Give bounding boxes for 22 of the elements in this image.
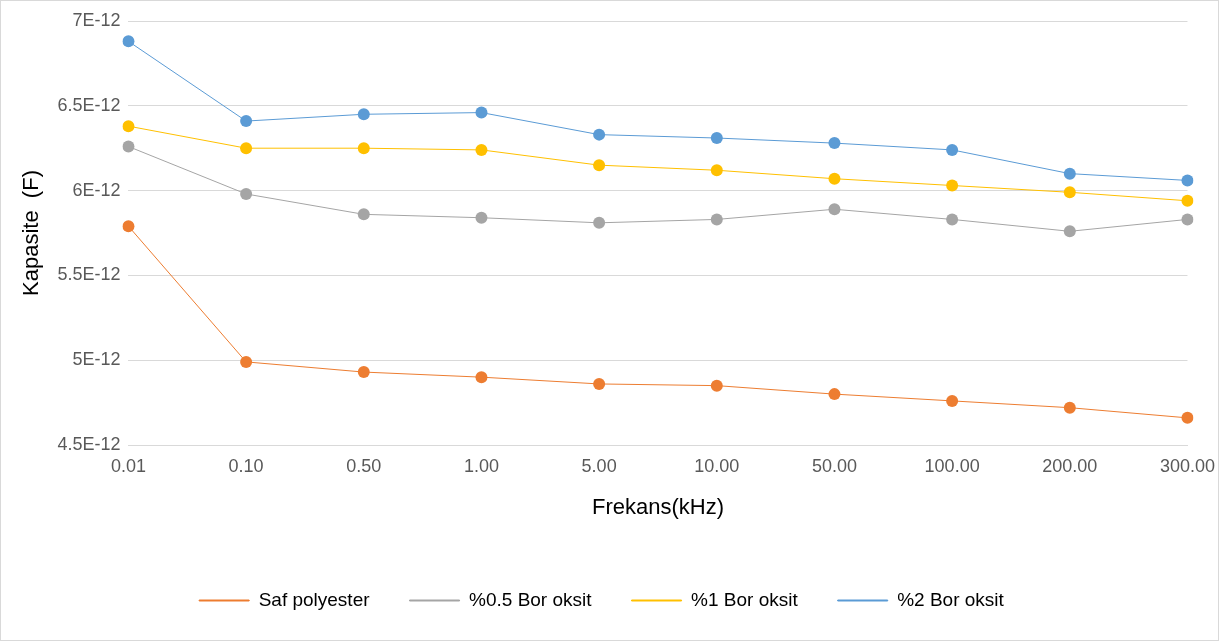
x-tick-label: 0.10 <box>228 455 264 476</box>
x-tick-label: 300.00 <box>1159 455 1215 476</box>
y-tick-label: 6.5E-12 <box>57 94 121 115</box>
y-tick-label: 7E-12 <box>72 9 121 30</box>
x-tick-label: 50.00 <box>811 455 857 476</box>
y-axis-title: Kapasite (F) <box>18 170 44 296</box>
y-tick-label: 6E-12 <box>72 179 121 200</box>
x-tick-label: 10.00 <box>694 455 740 476</box>
x-tick-label: 0.50 <box>346 455 382 476</box>
y-tick-label: 5E-12 <box>72 349 121 370</box>
y-tick-label: 4.5E-12 <box>57 433 121 454</box>
x-tick-label: 200.00 <box>1042 455 1098 476</box>
legend-label: Saf polyester <box>258 588 371 610</box>
legend-label: %2 Bor oksit <box>897 588 1005 610</box>
x-tick-label: 100.00 <box>924 455 980 476</box>
legend-label: %1 Bor oksit <box>691 588 799 610</box>
legend-label: %0.5 Bor oksit <box>469 588 593 610</box>
x-tick-label: 0.01 <box>110 455 146 476</box>
y-tick-label: 5.5E-12 <box>57 264 121 285</box>
x-tick-label: 1.00 <box>463 455 499 476</box>
x-tick-label: 5.00 <box>581 455 617 476</box>
x-axis-title: Frekans(kHz) <box>591 493 724 519</box>
